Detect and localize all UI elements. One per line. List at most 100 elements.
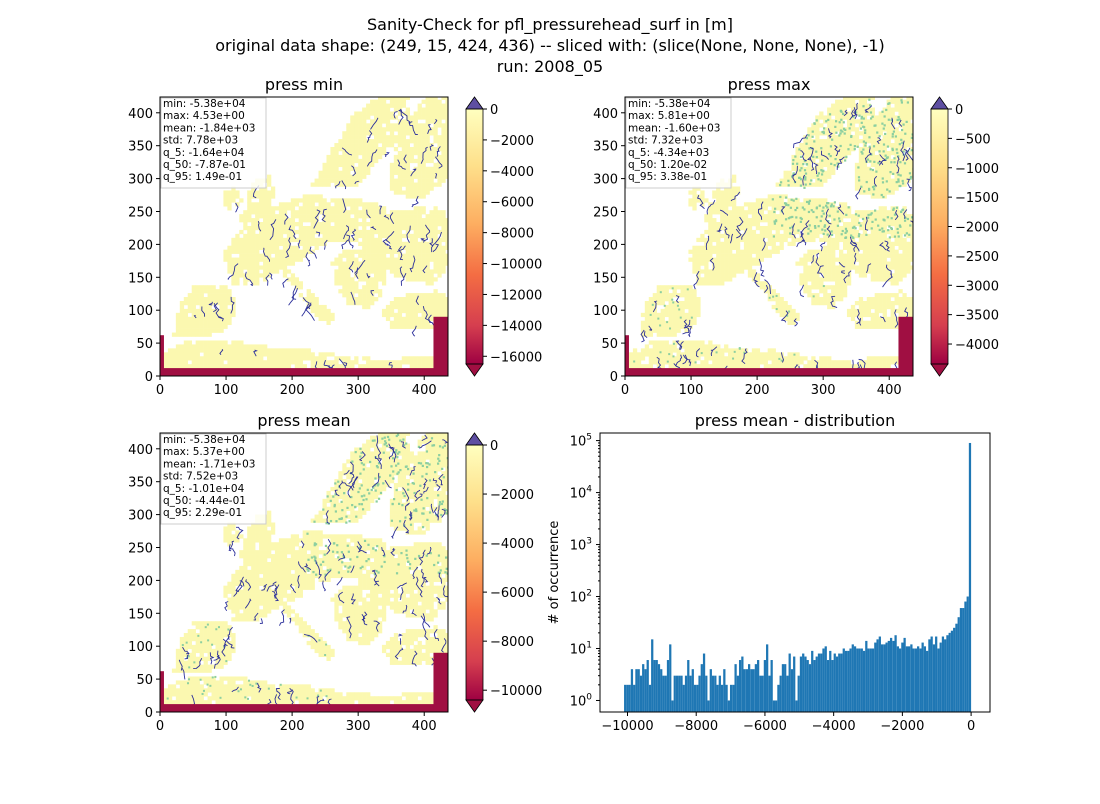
land-cell — [410, 258, 414, 262]
land-cell — [382, 250, 386, 254]
land-cell — [251, 222, 255, 226]
land-cell — [311, 356, 315, 360]
land-cell — [688, 289, 692, 293]
speckle — [810, 230, 812, 232]
speckle — [870, 117, 872, 119]
land-cell — [784, 171, 788, 175]
land-cell — [688, 297, 692, 301]
land-cell — [386, 96, 390, 100]
land-cell — [303, 210, 307, 214]
speckle — [909, 224, 911, 226]
land-cell — [370, 364, 374, 368]
land-cell — [680, 325, 684, 329]
land-cell — [346, 277, 350, 281]
land-cell — [692, 246, 696, 250]
land-cell — [287, 234, 291, 238]
land-cell — [267, 364, 271, 368]
land-cell — [430, 254, 434, 258]
land-cell — [673, 321, 677, 325]
land-cell — [346, 297, 350, 301]
land-cell — [426, 254, 430, 258]
land-cell — [271, 265, 275, 269]
land-cell — [259, 230, 263, 234]
land-cell — [354, 281, 358, 285]
land-cell — [354, 206, 358, 210]
land-cell — [362, 297, 366, 301]
land-cell — [350, 127, 354, 131]
speckle — [904, 234, 906, 236]
land-cell — [851, 305, 855, 309]
land-cell — [803, 234, 807, 238]
land-cell — [831, 262, 835, 266]
land-cell — [752, 269, 756, 273]
land-cell — [835, 230, 839, 234]
land-cell — [437, 100, 441, 104]
land-cell — [418, 206, 422, 210]
land-cell — [251, 360, 255, 364]
land-cell — [223, 301, 227, 305]
land-cell — [358, 167, 362, 171]
land-cell — [859, 131, 863, 135]
land-cell — [441, 159, 445, 163]
land-cell — [414, 273, 418, 277]
land-cell — [362, 305, 366, 309]
land-cell — [354, 175, 358, 179]
land-cell — [692, 254, 696, 258]
land-cell — [346, 131, 350, 135]
land-cell — [180, 317, 184, 321]
land-cell — [334, 167, 338, 171]
land-cell — [910, 111, 914, 115]
land-cell — [251, 234, 255, 238]
land-cell — [811, 281, 815, 285]
land-cell — [414, 321, 418, 325]
speckle — [904, 162, 906, 164]
land-cell — [883, 250, 887, 254]
land-cell — [299, 364, 303, 368]
land-cell — [441, 258, 445, 262]
land-cell — [259, 234, 263, 238]
land-cell — [315, 198, 319, 202]
land-cell — [287, 258, 291, 262]
land-cell — [346, 214, 350, 218]
land-cell — [875, 115, 879, 119]
land-cell — [354, 360, 358, 364]
land-cell — [283, 242, 287, 246]
land-cell — [255, 269, 259, 273]
land-cell — [346, 159, 350, 163]
land-cell — [776, 301, 780, 305]
land-cell — [255, 254, 259, 258]
land-cell — [807, 167, 811, 171]
land-cell — [271, 206, 275, 210]
land-cell — [847, 104, 851, 108]
land-cell — [441, 131, 445, 135]
land-cell — [760, 352, 764, 356]
land-cell — [188, 356, 192, 360]
land-cell — [382, 119, 386, 123]
land-cell — [823, 179, 827, 183]
land-cell — [291, 281, 295, 285]
land-cell — [370, 360, 374, 364]
speckle — [831, 234, 833, 236]
land-cell — [441, 135, 445, 139]
land-cell — [847, 151, 851, 155]
land-cell — [168, 348, 172, 352]
land-cell — [692, 194, 696, 198]
land-cell — [744, 202, 748, 206]
land-cell — [422, 127, 426, 131]
land-cell — [219, 305, 223, 309]
land-cell — [748, 250, 752, 254]
land-cell — [815, 297, 819, 301]
land-cell — [445, 262, 449, 266]
land-cell — [712, 360, 716, 364]
land-cell — [716, 238, 720, 242]
land-cell — [239, 242, 243, 246]
land-cell — [441, 250, 445, 254]
land-cell — [641, 352, 645, 356]
land-cell — [330, 159, 334, 163]
land-cell — [295, 250, 299, 254]
land-cell — [215, 321, 219, 325]
land-cell — [700, 254, 704, 258]
speckle — [868, 99, 870, 101]
stats-line: std: 7.78e+03 — [163, 135, 238, 147]
